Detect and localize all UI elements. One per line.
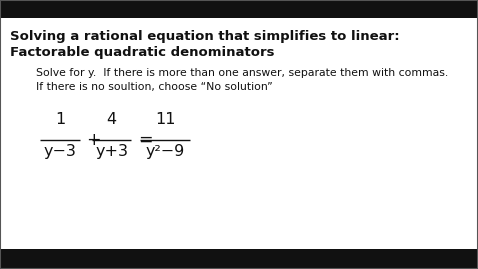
Text: If there is no soultion, choose “No solution”: If there is no soultion, choose “No solu… — [36, 82, 273, 92]
Text: Factorable quadratic denominators: Factorable quadratic denominators — [10, 46, 274, 59]
Bar — [0, 0, 478, 18]
Bar — [0, 249, 478, 269]
Text: =: = — [138, 131, 152, 149]
Text: 4: 4 — [107, 112, 117, 127]
Text: y+3: y+3 — [95, 144, 128, 159]
Text: y²−9: y²−9 — [146, 144, 185, 159]
Text: y−3: y−3 — [43, 144, 76, 159]
Text: +: + — [87, 131, 101, 149]
Text: Solve for y.  If there is more than one answer, separate them with commas.: Solve for y. If there is more than one a… — [36, 68, 448, 78]
Text: Solving a rational equation that simplifies to linear:: Solving a rational equation that simplif… — [10, 30, 400, 43]
Text: 1: 1 — [55, 112, 65, 127]
Text: 11: 11 — [155, 112, 175, 127]
